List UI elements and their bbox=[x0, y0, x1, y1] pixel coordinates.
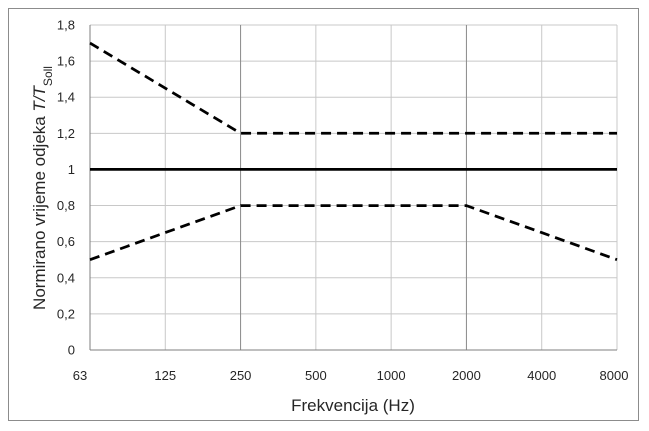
x-tick-label: 250 bbox=[230, 368, 252, 383]
series-group bbox=[89, 41, 618, 261]
y-tick-label: 1,6 bbox=[57, 54, 75, 69]
x-tick-label: 500 bbox=[305, 368, 327, 383]
y-axis-title: Normirano vrijeme odjeka T/TSoll bbox=[30, 66, 55, 310]
x-axis-title: Frekvencija (Hz) bbox=[291, 396, 415, 415]
x-tick-label: 8000 bbox=[600, 368, 629, 383]
grid bbox=[89, 24, 618, 351]
y-tick-label: 0,2 bbox=[57, 306, 75, 321]
y-axis-title-text: Normirano vrijeme odjeka bbox=[30, 112, 49, 310]
y-tick-label: 1,4 bbox=[57, 90, 75, 105]
x-tick-label: 2000 bbox=[452, 368, 481, 383]
y-tick-label: 0,4 bbox=[57, 270, 75, 285]
x-tick-label: 63 bbox=[73, 368, 87, 383]
series-line bbox=[89, 41, 617, 135]
y-axis-title-variable: T/T bbox=[30, 84, 49, 111]
y-tick-label: 0,6 bbox=[57, 234, 75, 249]
x-tick-label: 1000 bbox=[377, 368, 406, 383]
y-axis-title-subscript: Soll bbox=[41, 66, 55, 86]
y-tick-labels: 0 0,2 0,4 0,6 0,8 1 1,2 1,4 1,6 1,8 bbox=[57, 18, 75, 358]
y-tick-label: 0,8 bbox=[57, 198, 75, 213]
series-line bbox=[89, 204, 618, 261]
x-tick-labels: 63 125 250 500 1000 2000 4000 8000 bbox=[73, 368, 629, 383]
chart-frame bbox=[8, 8, 639, 421]
x-tick-label: 4000 bbox=[527, 368, 556, 383]
y-tick-label: 1,2 bbox=[57, 126, 75, 141]
y-tick-label: 1 bbox=[68, 162, 75, 177]
y-tick-label: 1,8 bbox=[57, 18, 75, 33]
x-tick-label: 125 bbox=[154, 368, 176, 383]
y-tick-label: 0 bbox=[68, 343, 75, 358]
